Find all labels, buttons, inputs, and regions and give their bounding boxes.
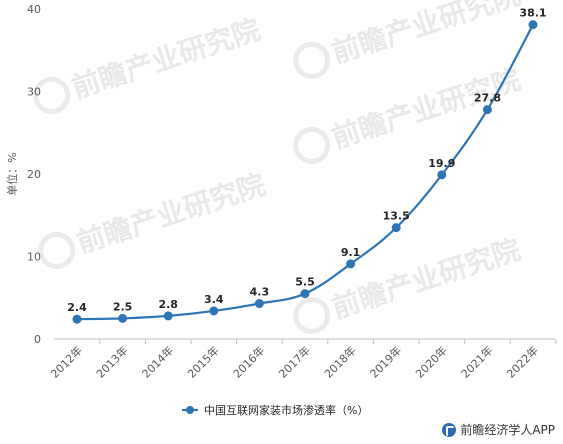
- legend: 中国互联网家装市场渗透率（%）: [182, 403, 368, 417]
- data-label: 4.3: [250, 286, 270, 299]
- data-point: [72, 314, 82, 324]
- footer-brand: 前瞻经济学人APP: [442, 421, 555, 438]
- data-label: 5.5: [295, 276, 315, 289]
- watermark-2: 前瞻产业研究院: [38, 168, 270, 269]
- watermark-logo-icon: [33, 76, 71, 114]
- data-label: 19.9: [428, 157, 455, 170]
- watermark-text: 前瞻产业研究院: [68, 13, 265, 105]
- data-point: [391, 223, 401, 233]
- series-line: [76, 24, 534, 321]
- watermark-text: 前瞻产业研究院: [328, 0, 525, 70]
- data-label: 3.4: [204, 293, 224, 306]
- legend-marker-icon: [186, 406, 194, 414]
- data-point: [300, 289, 310, 299]
- data-label: 2.8: [158, 298, 178, 311]
- watermark-logo-icon: [38, 231, 76, 269]
- watermark-0: 前瞻产业研究院: [33, 13, 265, 114]
- x-tick-label: 2022年: [504, 343, 541, 380]
- watermark-4: 前瞻产业研究院: [293, 0, 525, 79]
- data-label: 27.8: [474, 92, 501, 105]
- y-tick-label: 30: [27, 86, 41, 99]
- brand-logo-icon: [442, 422, 457, 437]
- y-tick-label: 20: [27, 168, 41, 181]
- x-tick-label: 2015年: [184, 343, 221, 380]
- y-tick-label: 10: [27, 251, 41, 264]
- x-tick-label: 2014年: [139, 343, 176, 380]
- watermark-logo-icon: [293, 296, 331, 334]
- y-tick-label: 0: [34, 333, 41, 346]
- data-labels: 2.4 2.5 2.8 3.4 4.3 5.5 9.1 13.5 19.9 27.8 38.1: [67, 7, 546, 315]
- x-tick-label: 2017年: [276, 343, 313, 380]
- data-point: [118, 313, 128, 323]
- data-label: 9.1: [341, 246, 361, 259]
- x-tick-label: 2019年: [367, 343, 404, 380]
- series: [72, 20, 538, 324]
- watermark-3: 前瞻产业研究院: [293, 233, 524, 334]
- watermark-1: 前瞻产业研究院: [293, 63, 525, 164]
- data-label: 2.4: [67, 301, 87, 314]
- data-point: [163, 311, 173, 321]
- watermark-text: 前瞻产业研究院: [328, 63, 525, 155]
- x-tick-label: 2021年: [458, 343, 495, 380]
- legend-label: 中国互联网家装市场渗透率（%）: [204, 403, 368, 417]
- data-label: 2.5: [113, 300, 133, 313]
- data-point: [482, 105, 492, 115]
- watermark-logo-icon: [293, 126, 331, 164]
- watermark-text: 前瞻产业研究院: [73, 168, 270, 260]
- data-point: [209, 306, 219, 316]
- data-point: [528, 20, 538, 30]
- x-tick-label: 2020年: [412, 343, 449, 380]
- footer-brand-text: 前瞻经济学人APP: [460, 423, 555, 437]
- data-point: [254, 299, 264, 309]
- x-tick-label: 2018年: [321, 343, 358, 380]
- data-point: [437, 170, 447, 180]
- data-label: 38.1: [519, 7, 546, 20]
- data-label: 13.5: [383, 210, 410, 223]
- x-tick-label: 2012年: [48, 343, 85, 380]
- watermark-logo-icon: [293, 41, 331, 79]
- y-axis-label: 单位：%: [5, 152, 19, 195]
- y-tick-label: 40: [27, 3, 41, 16]
- x-tick-label: 2016年: [230, 343, 267, 380]
- x-tick-label: 2013年: [93, 343, 130, 380]
- data-point: [346, 259, 356, 269]
